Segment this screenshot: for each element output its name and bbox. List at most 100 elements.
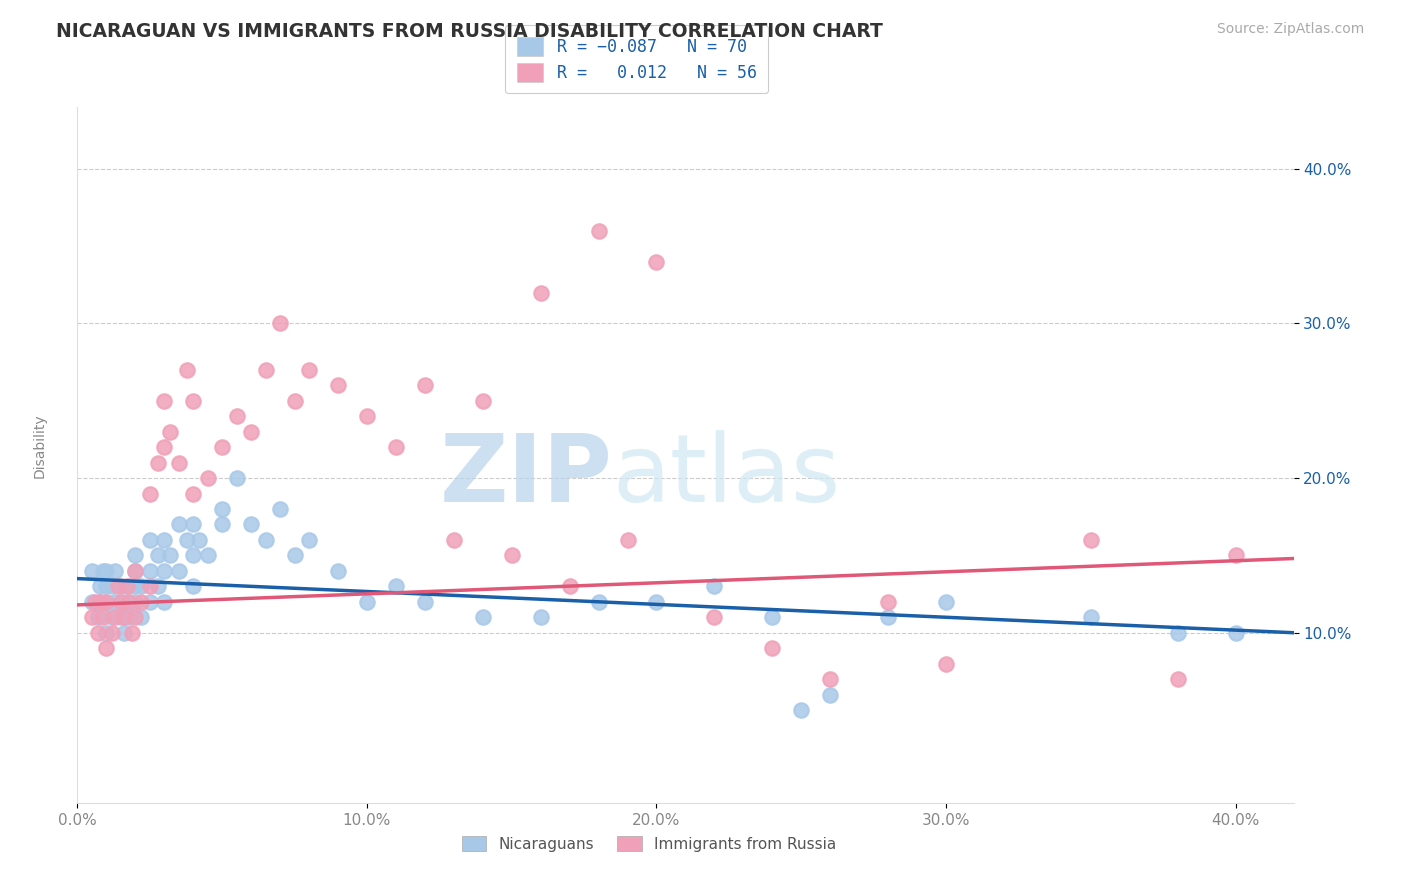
Point <box>283 393 305 408</box>
Point <box>1080 533 1102 547</box>
Point <box>104 610 127 624</box>
Point <box>413 595 436 609</box>
Point <box>148 456 170 470</box>
Point <box>153 440 176 454</box>
Point <box>96 641 118 656</box>
Point <box>181 393 204 408</box>
Point <box>148 549 170 563</box>
Point <box>298 533 321 547</box>
Point <box>530 285 553 300</box>
Point <box>225 471 247 485</box>
Point <box>96 595 118 609</box>
Point <box>269 317 291 331</box>
Point <box>96 625 118 640</box>
Point <box>110 595 132 609</box>
Point <box>616 533 638 547</box>
Point <box>159 425 181 439</box>
Point <box>790 703 813 717</box>
Point <box>471 393 494 408</box>
Point <box>761 641 783 656</box>
Point <box>107 579 129 593</box>
Point <box>761 610 783 624</box>
Point <box>530 610 553 624</box>
Point <box>181 486 204 500</box>
Point <box>83 595 105 609</box>
Point <box>138 486 160 500</box>
Point <box>129 579 152 593</box>
Point <box>167 456 190 470</box>
Point <box>89 595 111 609</box>
Point <box>167 564 190 578</box>
Point <box>1080 610 1102 624</box>
Point <box>877 610 900 624</box>
Point <box>188 533 211 547</box>
Text: Source: ZipAtlas.com: Source: ZipAtlas.com <box>1216 22 1364 37</box>
Point <box>385 440 408 454</box>
Point <box>1225 625 1247 640</box>
Point <box>86 610 108 624</box>
Point <box>385 579 408 593</box>
Point <box>181 579 204 593</box>
Point <box>283 549 305 563</box>
Point <box>326 378 349 392</box>
Point <box>101 625 124 640</box>
Point <box>138 533 160 547</box>
Point <box>93 610 115 624</box>
Point <box>356 409 378 424</box>
Point <box>167 517 190 532</box>
Text: ZIP: ZIP <box>440 430 613 522</box>
Point <box>138 564 160 578</box>
Point <box>104 564 127 578</box>
Point <box>110 595 132 609</box>
Point <box>118 579 141 593</box>
Point <box>80 564 103 578</box>
Point <box>181 517 204 532</box>
Point <box>298 363 321 377</box>
Point <box>118 595 141 609</box>
Point <box>211 517 233 532</box>
Point <box>225 409 247 424</box>
Text: Disability: Disability <box>32 414 46 478</box>
Point <box>101 579 124 593</box>
Point <box>93 564 115 578</box>
Point <box>96 595 118 609</box>
Point <box>240 425 263 439</box>
Point <box>818 688 841 702</box>
Point <box>254 533 277 547</box>
Point <box>471 610 494 624</box>
Point <box>101 610 124 624</box>
Text: atlas: atlas <box>613 430 841 522</box>
Point <box>935 657 957 671</box>
Point <box>197 549 219 563</box>
Point <box>112 610 135 624</box>
Text: NICARAGUAN VS IMMIGRANTS FROM RUSSIA DISABILITY CORRELATION CHART: NICARAGUAN VS IMMIGRANTS FROM RUSSIA DIS… <box>56 22 883 41</box>
Point <box>110 610 132 624</box>
Point <box>877 595 900 609</box>
Point <box>148 579 170 593</box>
Point <box>254 363 277 377</box>
Point <box>124 610 146 624</box>
Point <box>211 440 233 454</box>
Point <box>588 224 610 238</box>
Point <box>129 595 152 609</box>
Point <box>124 595 146 609</box>
Point <box>118 610 141 624</box>
Point <box>197 471 219 485</box>
Point <box>129 610 152 624</box>
Point <box>110 579 132 593</box>
Point <box>269 502 291 516</box>
Point <box>153 393 176 408</box>
Point <box>124 564 146 578</box>
Point <box>413 378 436 392</box>
Point <box>703 579 725 593</box>
Point <box>89 595 111 609</box>
Point <box>112 625 135 640</box>
Point <box>124 564 146 578</box>
Point <box>1167 672 1189 686</box>
Point <box>1225 549 1247 563</box>
Point <box>211 502 233 516</box>
Point <box>153 533 176 547</box>
Point <box>1167 625 1189 640</box>
Point <box>115 579 138 593</box>
Point <box>138 579 160 593</box>
